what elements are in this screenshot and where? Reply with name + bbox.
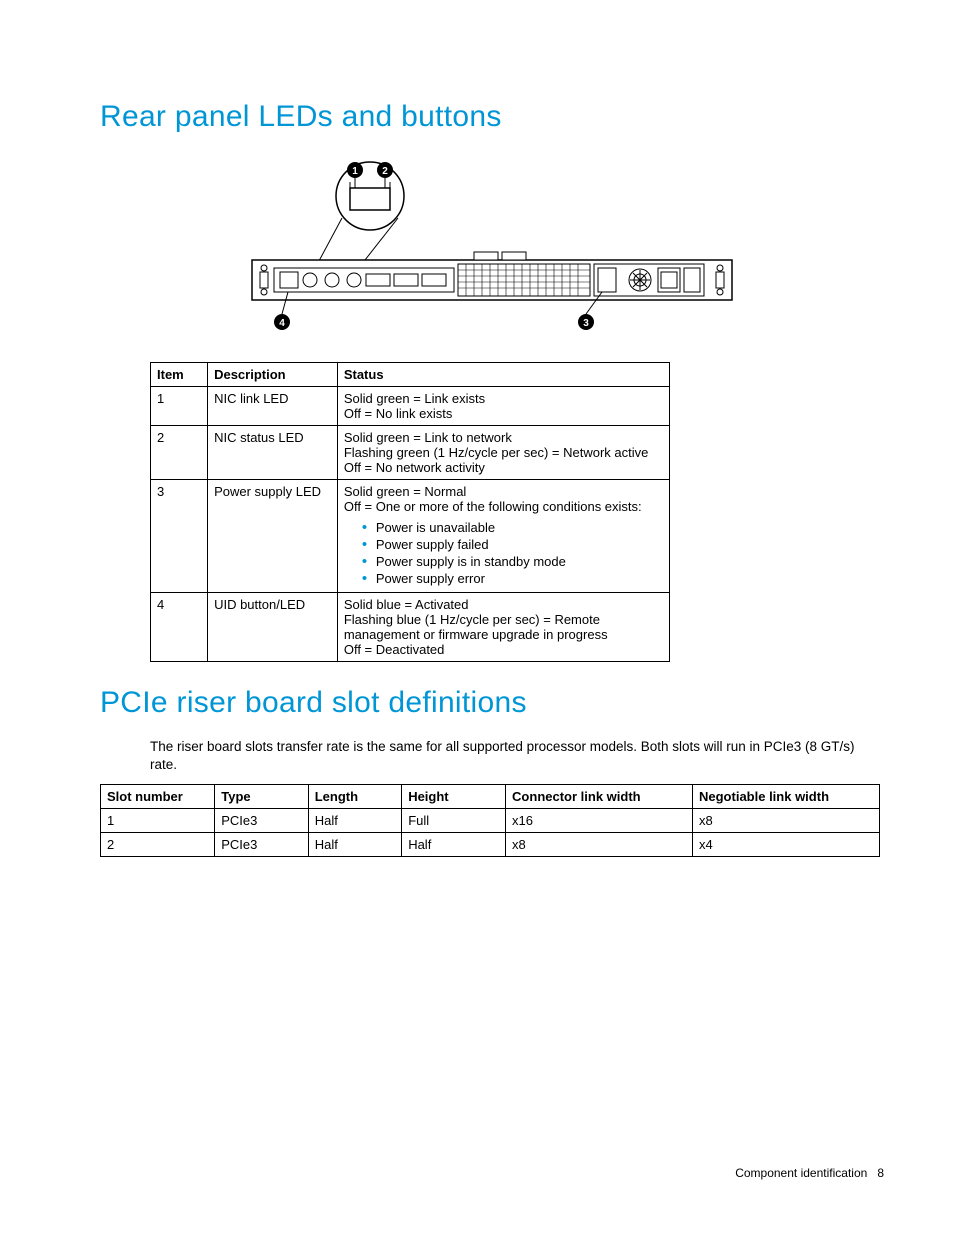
status-line: Off = No link exists (344, 406, 663, 421)
led-desc: Power supply LED (208, 480, 338, 593)
pcie-table: Slot numberTypeLengthHeightConnector lin… (100, 784, 880, 857)
status-line: Off = Deactivated (344, 642, 663, 657)
status-line: Flashing blue (1 Hz/cycle per sec) = Rem… (344, 612, 663, 642)
heading-pcie: PCIe riser board slot definitions (100, 686, 884, 720)
footer-page: 8 (877, 1166, 884, 1180)
pcie-cell: PCIe3 (215, 809, 308, 833)
table-row: 1PCIe3HalfFullx16x8 (101, 809, 880, 833)
heading-rear-panel: Rear panel LEDs and buttons (100, 100, 884, 134)
pcie-th: Connector link width (506, 785, 693, 809)
rear-panel-diagram: 1 2 (242, 152, 742, 342)
status-bullet: Power supply error (362, 571, 663, 586)
table-row: 2NIC status LEDSolid green = Link to net… (151, 426, 670, 480)
status-bullet: Power supply is in standby mode (362, 554, 663, 569)
led-item: 2 (151, 426, 208, 480)
led-status: Solid green = NormalOff = One or more of… (337, 480, 669, 593)
pcie-cell: x8 (693, 809, 880, 833)
led-th-desc: Description (208, 363, 338, 387)
status-line: Solid green = Link exists (344, 391, 663, 406)
pcie-th: Height (402, 785, 506, 809)
led-status: Solid green = Link existsOff = No link e… (337, 387, 669, 426)
status-bullets: Power is unavailable Power supply failed P… (344, 520, 663, 586)
status-bullet: Power is unavailable (362, 520, 663, 535)
status-line: Solid blue = Activated (344, 597, 663, 612)
pcie-th: Type (215, 785, 308, 809)
callout-4: 4 (279, 318, 285, 329)
led-th-item: Item (151, 363, 208, 387)
pcie-th: Negotiable link width (693, 785, 880, 809)
pcie-th: Length (308, 785, 401, 809)
pcie-cell: 2 (101, 833, 215, 857)
callout-2: 2 (382, 166, 388, 177)
table-row: 4UID button/LEDSolid blue = ActivatedFla… (151, 593, 670, 662)
led-desc: UID button/LED (208, 593, 338, 662)
page-footer: Component identification 8 (735, 1166, 884, 1180)
led-th-status: Status (337, 363, 669, 387)
pcie-cell: x16 (506, 809, 693, 833)
pcie-cell: Full (402, 809, 506, 833)
led-desc: NIC status LED (208, 426, 338, 480)
table-row: 1NIC link LEDSolid green = Link existsOf… (151, 387, 670, 426)
status-line: Solid green = Link to network (344, 430, 663, 445)
led-item: 3 (151, 480, 208, 593)
status-line: Flashing green (1 Hz/cycle per sec) = Ne… (344, 445, 663, 460)
pcie-cell: Half (402, 833, 506, 857)
pcie-intro-text: The riser board slots transfer rate is t… (150, 738, 884, 774)
pcie-th: Slot number (101, 785, 215, 809)
led-item: 4 (151, 593, 208, 662)
footer-section: Component identification (735, 1166, 867, 1180)
pcie-cell: Half (308, 809, 401, 833)
pcie-cell: Half (308, 833, 401, 857)
status-line: Off = No network activity (344, 460, 663, 475)
status-line: Solid green = Normal (344, 484, 663, 499)
callout-3: 3 (583, 318, 589, 329)
status-bullet: Power supply failed (362, 537, 663, 552)
led-table: Item Description Status 1NIC link LEDSol… (150, 362, 670, 662)
pcie-cell: PCIe3 (215, 833, 308, 857)
led-desc: NIC link LED (208, 387, 338, 426)
led-status: Solid green = Link to networkFlashing gr… (337, 426, 669, 480)
table-row: 2PCIe3HalfHalfx8x4 (101, 833, 880, 857)
led-item: 1 (151, 387, 208, 426)
table-row: 3Power supply LEDSolid green = NormalOff… (151, 480, 670, 593)
callout-1: 1 (352, 166, 358, 177)
pcie-cell: x4 (693, 833, 880, 857)
status-line: Off = One or more of the following condi… (344, 499, 663, 514)
pcie-cell: x8 (506, 833, 693, 857)
pcie-cell: 1 (101, 809, 215, 833)
led-status: Solid blue = ActivatedFlashing blue (1 H… (337, 593, 669, 662)
